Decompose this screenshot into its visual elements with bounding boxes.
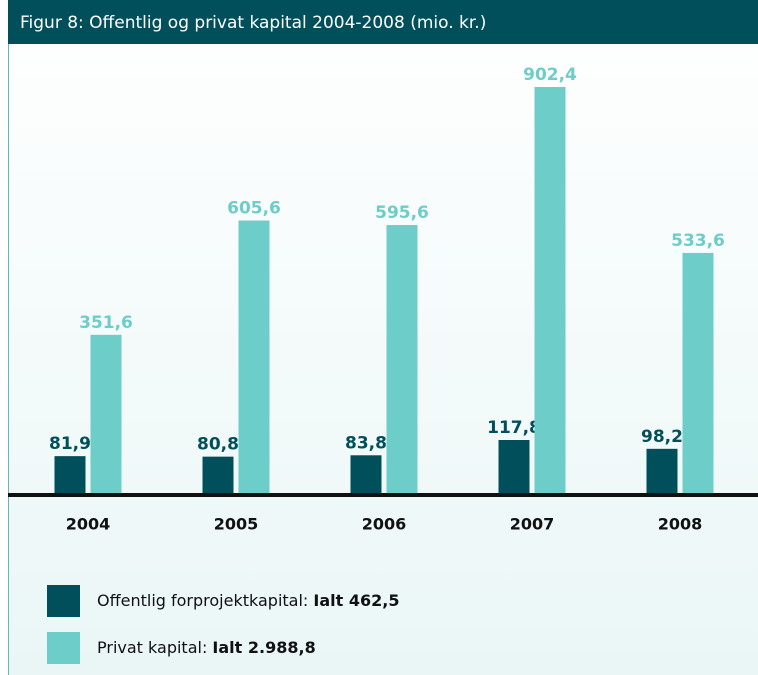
legend-label: Privat kapital: Ialt 2.988,8 bbox=[97, 638, 316, 657]
value-label: 81,9 bbox=[49, 434, 91, 454]
value-label: 902,4 bbox=[523, 65, 577, 85]
value-label: 98,2 bbox=[641, 427, 683, 447]
title-bar bbox=[8, 0, 758, 44]
x-tick-label: 2008 bbox=[658, 515, 703, 534]
chart-background bbox=[8, 0, 758, 675]
value-label: 117,8 bbox=[487, 418, 541, 438]
value-label: 605,6 bbox=[227, 199, 281, 219]
bar bbox=[646, 448, 678, 493]
legend-label: Offentlig forprojektkapital: Ialt 462,5 bbox=[97, 591, 399, 610]
bar bbox=[90, 334, 122, 493]
x-tick-label: 2004 bbox=[66, 515, 111, 534]
x-tick-label: 2006 bbox=[362, 515, 407, 534]
bar bbox=[534, 87, 566, 493]
value-label: 351,6 bbox=[79, 313, 133, 333]
bar bbox=[498, 440, 530, 493]
value-label: 83,8 bbox=[345, 433, 387, 453]
value-label: 80,8 bbox=[197, 435, 239, 455]
legend-total: Ialt 2.988,8 bbox=[212, 638, 315, 657]
bar bbox=[202, 456, 234, 493]
chart-title: Figur 8: Offentlig og privat kapital 200… bbox=[20, 13, 486, 33]
legend-total: Ialt 462,5 bbox=[313, 591, 399, 610]
bar bbox=[386, 225, 418, 493]
x-tick-label: 2005 bbox=[214, 515, 259, 534]
bar bbox=[682, 252, 714, 493]
value-label: 595,6 bbox=[375, 203, 429, 223]
legend-swatch bbox=[47, 632, 80, 664]
bar bbox=[54, 456, 86, 493]
value-label: 533,6 bbox=[671, 231, 725, 251]
legend-name: Privat kapital: bbox=[97, 638, 207, 657]
bar bbox=[238, 220, 270, 493]
legend-name: Offentlig forprojektkapital: bbox=[97, 591, 308, 610]
bar bbox=[350, 455, 382, 493]
legend-swatch bbox=[47, 585, 80, 617]
x-tick-label: 2007 bbox=[510, 515, 555, 534]
